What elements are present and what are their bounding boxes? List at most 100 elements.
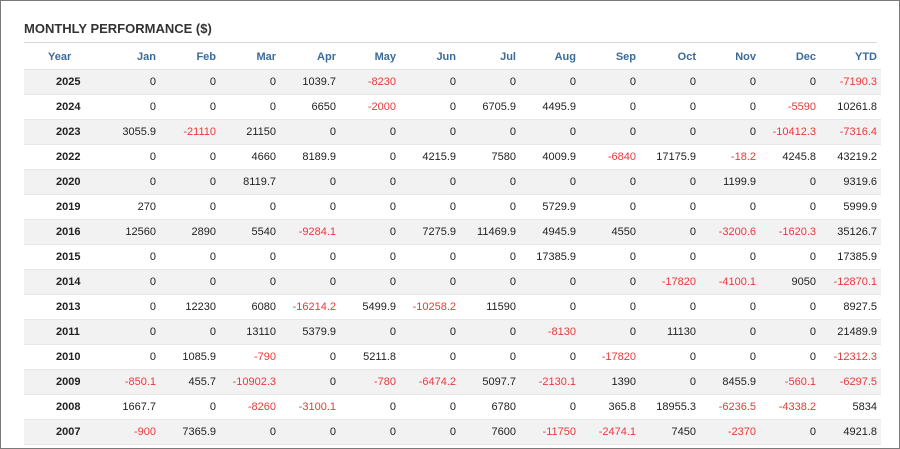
- month-cell-jan: 0: [100, 344, 160, 370]
- month-cell-dec: -5590: [760, 94, 820, 120]
- month-cell-mar: 13110: [220, 319, 280, 345]
- month-cell-dec: -560.1: [760, 369, 820, 395]
- month-cell-may: 0: [340, 269, 400, 295]
- month-cell-feb: 0: [160, 319, 220, 345]
- month-cell-aug: 0: [520, 344, 580, 370]
- month-cell-oct: 0: [640, 369, 700, 395]
- month-cell-jan: 12560: [100, 219, 160, 245]
- month-cell-jun: 0: [400, 119, 460, 145]
- year-cell: 2008: [24, 394, 100, 420]
- month-cell-aug: 0: [520, 69, 580, 95]
- column-header-ytd: YTD: [820, 45, 881, 70]
- month-cell-aug: -8130: [520, 319, 580, 345]
- year-cell: 2024: [24, 94, 100, 120]
- month-cell-mar: -790: [220, 344, 280, 370]
- month-cell-jan: 0: [100, 69, 160, 95]
- ytd-cell: 5834: [820, 394, 881, 420]
- column-header-jan: Jan: [100, 45, 160, 70]
- month-cell-jul: 0: [460, 119, 520, 145]
- column-header-aug: Aug: [520, 45, 580, 70]
- month-cell-jun: 0: [400, 394, 460, 420]
- month-cell-jul: 0: [460, 194, 520, 220]
- month-cell-jun: 0: [400, 194, 460, 220]
- month-cell-jan: 0: [100, 244, 160, 270]
- month-cell-mar: 4660: [220, 144, 280, 170]
- month-cell-may: 0: [340, 144, 400, 170]
- year-cell: 2020: [24, 169, 100, 195]
- month-cell-jun: 0: [400, 419, 460, 445]
- ytd-cell: -12312.3: [820, 344, 881, 370]
- month-cell-oct: 0: [640, 119, 700, 145]
- column-header-nov: Nov: [700, 45, 760, 70]
- month-cell-oct: 17175.9: [640, 144, 700, 170]
- ytd-cell: 5999.9: [820, 194, 881, 220]
- month-cell-sep: 0: [580, 244, 640, 270]
- month-cell-sep: -6840: [580, 144, 640, 170]
- column-header-jun: Jun: [400, 45, 460, 70]
- month-cell-sep: 4550: [580, 219, 640, 245]
- month-cell-nov: 0: [700, 94, 760, 120]
- month-cell-oct: 0: [640, 219, 700, 245]
- month-cell-jul: 11590: [460, 294, 520, 320]
- month-cell-may: 0: [340, 319, 400, 345]
- ytd-cell: 8927.5: [820, 294, 881, 320]
- month-cell-jun: 7275.9: [400, 219, 460, 245]
- year-cell: 2010: [24, 344, 100, 370]
- ytd-cell: 35126.7: [820, 219, 881, 245]
- month-cell-nov: 1199.9: [700, 169, 760, 195]
- month-cell-dec: 0: [760, 69, 820, 95]
- month-cell-jun: 4215.9: [400, 144, 460, 170]
- month-cell-oct: 18955.3: [640, 394, 700, 420]
- month-cell-mar: 5540: [220, 219, 280, 245]
- month-cell-jan: 0: [100, 169, 160, 195]
- column-header-year: Year: [24, 45, 100, 70]
- ytd-cell: -7316.4: [820, 119, 881, 145]
- month-cell-sep: 0: [580, 319, 640, 345]
- table-row: 2023 3055.9 -21110 21150 0 0 0 0 0 0 0 0 -10412.3 -73…: [24, 119, 881, 145]
- column-header-oct: Oct: [640, 45, 700, 70]
- ytd-cell: -12870.1: [820, 269, 881, 295]
- month-cell-apr: 0: [280, 419, 340, 445]
- month-cell-feb: 0: [160, 144, 220, 170]
- year-cell: 2013: [24, 294, 100, 320]
- month-cell-jul: 6780: [460, 394, 520, 420]
- month-cell-jan: -850.1: [100, 369, 160, 395]
- month-cell-apr: 1039.7: [280, 69, 340, 95]
- table-row: 2013 0 12230 6080 -16214.2 5499.9 -10258.2 1159…: [24, 294, 881, 320]
- month-cell-sep: 0: [580, 269, 640, 295]
- month-cell-apr: 0: [280, 194, 340, 220]
- month-cell-oct: 11130: [640, 319, 700, 345]
- month-cell-oct: 0: [640, 294, 700, 320]
- month-cell-nov: -6236.5: [700, 394, 760, 420]
- table-row: 2009 -850.1 455.7 -10902.3 0 -780 -6474.2 5097.…: [24, 369, 881, 395]
- month-cell-sep: 0: [580, 94, 640, 120]
- month-cell-jan: 1667.7: [100, 394, 160, 420]
- month-cell-apr: -3100.1: [280, 394, 340, 420]
- table-body: 2025 0 0 0 1039.7 -8230 0 0 0 0 0 0 0 -7190.3 2024 0 0 0 6…: [24, 69, 881, 445]
- month-cell-sep: -17820: [580, 344, 640, 370]
- month-cell-sep: 1390: [580, 369, 640, 395]
- column-header-mar: Mar: [220, 45, 280, 70]
- month-cell-may: 0: [340, 419, 400, 445]
- month-cell-jul: 0: [460, 319, 520, 345]
- month-cell-mar: 0: [220, 194, 280, 220]
- year-cell: 2019: [24, 194, 100, 220]
- month-cell-aug: 0: [520, 269, 580, 295]
- month-cell-sep: 0: [580, 169, 640, 195]
- month-cell-apr: 5379.9: [280, 319, 340, 345]
- month-cell-jun: 0: [400, 319, 460, 345]
- ytd-cell: 10261.8: [820, 94, 881, 120]
- month-cell-mar: 8119.7: [220, 169, 280, 195]
- month-cell-jul: 0: [460, 169, 520, 195]
- year-cell: 2009: [24, 369, 100, 395]
- month-cell-mar: 0: [220, 244, 280, 270]
- month-cell-dec: -1620.3: [760, 219, 820, 245]
- month-cell-jun: -10258.2: [400, 294, 460, 320]
- month-cell-may: 0: [340, 219, 400, 245]
- year-cell: 2022: [24, 144, 100, 170]
- month-cell-aug: -2130.1: [520, 369, 580, 395]
- month-cell-apr: 0: [280, 369, 340, 395]
- month-cell-sep: 0: [580, 119, 640, 145]
- month-cell-apr: -9284.1: [280, 219, 340, 245]
- table-row: 2016 12560 2890 5540 -9284.1 0 7275.9 11469.9 49…: [24, 219, 881, 245]
